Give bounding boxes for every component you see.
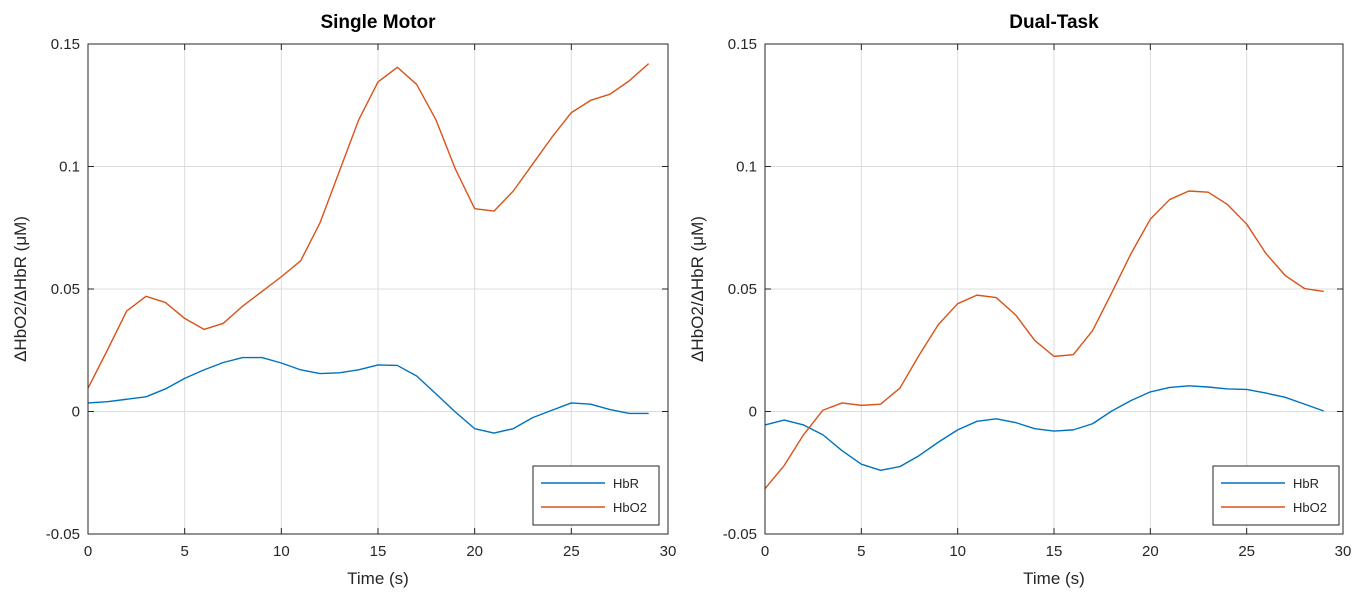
series-line-hbr (87, 356, 649, 434)
y-tick-label: 0 (72, 404, 80, 421)
chart-dual-task: 0 5 10 15 20 25 30-0.0500.050.10.15Dual-TaskTi… (688, 12, 1351, 588)
x-axis-label: Time (s) (1023, 569, 1085, 588)
legend-label-hbo2: HbO2 (613, 500, 647, 515)
y-axis-label: ΔHbO2/ΔHbR (μM) (11, 216, 30, 362)
x-tick-label: 10 (949, 543, 966, 560)
x-tick-label: 10 (273, 543, 290, 560)
y-tick-label: -0.05 (46, 526, 80, 543)
x-tick-label: 25 (563, 543, 580, 560)
x-tick-label: 15 (370, 543, 387, 560)
x-tick-label: 25 (1238, 543, 1255, 560)
x-tick-label: 30 (660, 543, 677, 560)
y-tick-label: 0.1 (736, 159, 757, 176)
x-tick-label: 5 (180, 543, 188, 560)
x-tick-label: 15 (1046, 543, 1063, 560)
legend-label-hbo2: HbO2 (1293, 500, 1327, 515)
x-tick-label: 0 (761, 543, 769, 560)
y-tick-label: 0.15 (51, 36, 80, 53)
chart-title: Single Motor (320, 12, 436, 33)
legend-box (532, 465, 660, 526)
legend-label-hbr: HbR (613, 476, 639, 491)
y-tick-label: 0.15 (728, 36, 757, 53)
x-tick-label: 5 (857, 543, 865, 560)
series-line-hbo2 (87, 63, 650, 389)
series-line-hbr (764, 385, 1324, 471)
y-axis-label: ΔHbO2/ΔHbR (μM) (688, 216, 707, 362)
y-tick-label: 0 (749, 404, 757, 421)
y-tick-label: 0.1 (59, 159, 80, 176)
legend-label-hbr: HbR (1293, 476, 1319, 491)
x-axis-label: Time (s) (347, 569, 409, 588)
legend-box (1212, 465, 1340, 526)
x-tick-label: 0 (84, 543, 92, 560)
x-tick-label: 20 (466, 543, 483, 560)
y-tick-label: 0.05 (51, 281, 80, 298)
legend: HbR HbO2 (1212, 465, 1340, 526)
x-tick-label: 20 (1142, 543, 1159, 560)
x-tick-label: 30 (1335, 543, 1352, 560)
legend: HbR HbO2 (532, 465, 660, 526)
y-tick-label: -0.05 (723, 526, 757, 543)
chart-title: Dual-Task (1009, 12, 1099, 33)
series-line-hbo2 (764, 190, 1324, 490)
y-tick-label: 0.05 (728, 281, 757, 298)
